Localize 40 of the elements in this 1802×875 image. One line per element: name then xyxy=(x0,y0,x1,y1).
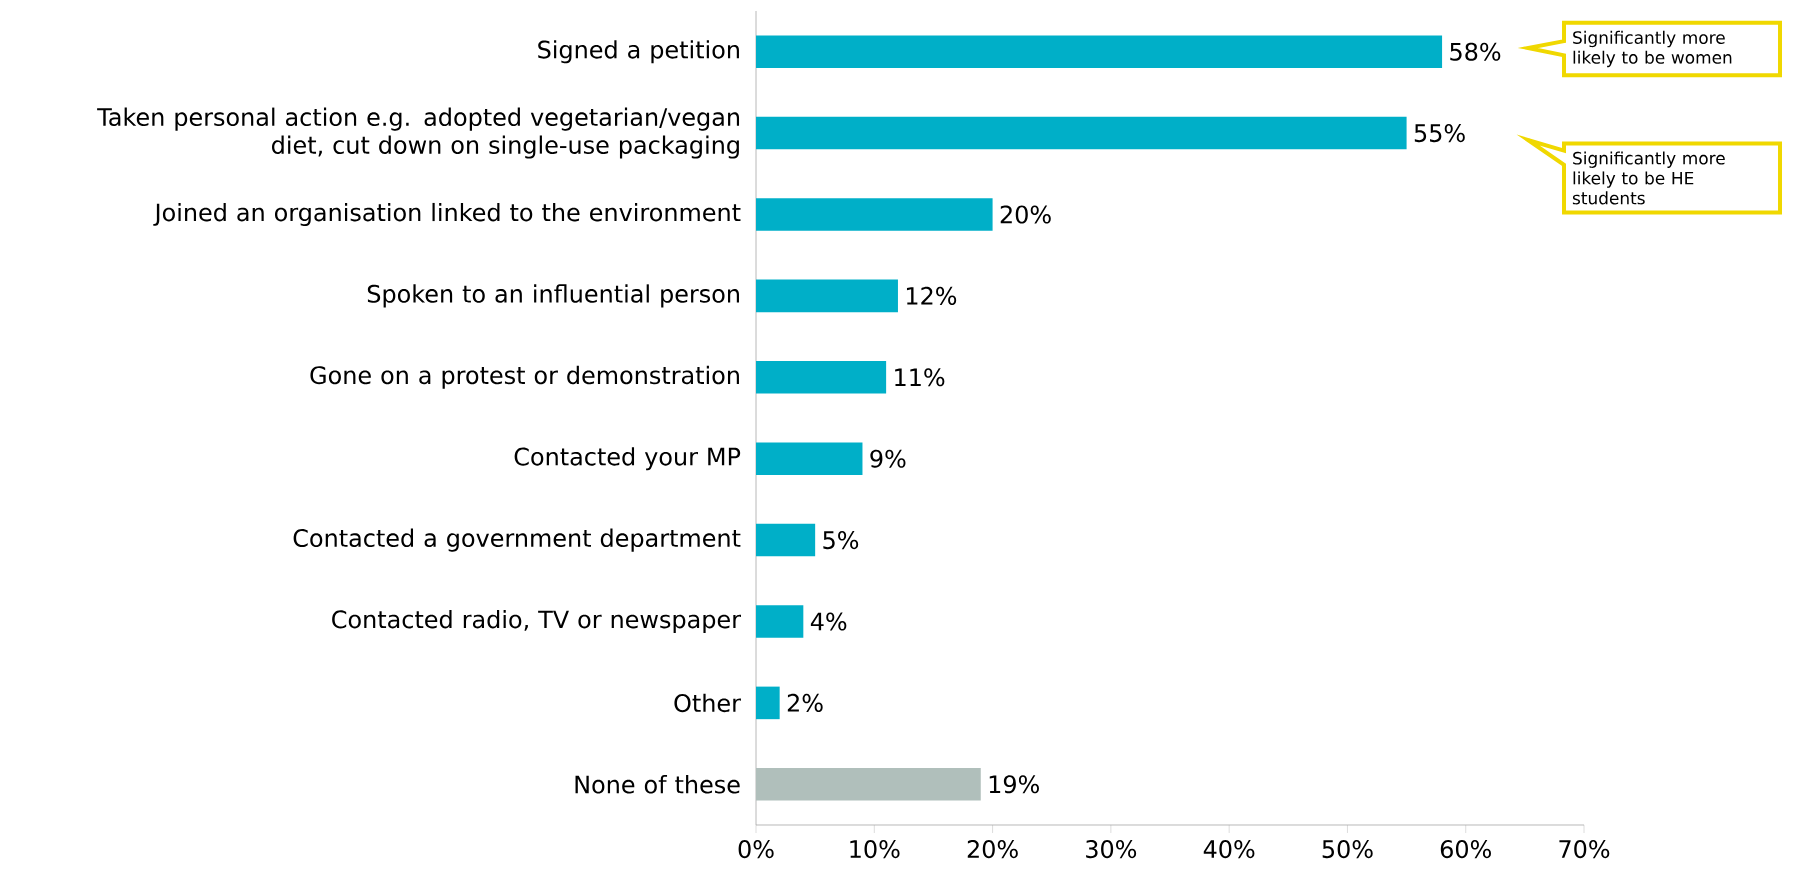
data-label: 9% xyxy=(870,449,906,468)
x-tick-label: 50% xyxy=(1322,840,1373,859)
bar xyxy=(756,442,863,475)
bar xyxy=(756,116,1407,150)
data-label: 55% xyxy=(1414,124,1465,143)
bar xyxy=(756,523,816,557)
data-label: 19% xyxy=(989,775,1039,794)
x-tick-label: 40% xyxy=(1203,840,1255,859)
bar xyxy=(756,361,887,394)
x-tick-label: 30% xyxy=(1086,840,1137,859)
x-tick-label: 0% xyxy=(738,840,774,859)
y-tick-label: Contacted your MP xyxy=(514,447,741,471)
data-label: 58% xyxy=(1450,42,1501,61)
y-tick-label: Contacted a government department xyxy=(293,528,741,552)
x-tick-label: 10% xyxy=(850,840,900,859)
data-label: 4% xyxy=(810,612,847,631)
y-tick-label: Contacted radio, TV or newspaper xyxy=(332,609,742,634)
x-tick-label: 20% xyxy=(967,840,1018,859)
data-label: 11% xyxy=(895,368,945,387)
y-tick-label: Joined an organisation linked to the environment xyxy=(153,202,741,227)
y-tick-label: None of these xyxy=(575,775,740,794)
y-tick-label: Gone on a protest or demonstration xyxy=(310,365,739,389)
y-tick-label: Taken personal action e.g. adopted vegetarian/vegan diet, cut down on single-use packaging xyxy=(97,107,740,159)
data-label: 2% xyxy=(787,693,823,712)
bar xyxy=(756,279,898,313)
x-tick-label: 60% xyxy=(1440,840,1491,859)
bar xyxy=(756,605,804,638)
bar xyxy=(756,686,780,720)
y-tick-label: Other xyxy=(674,693,741,713)
bar xyxy=(756,35,1443,68)
bar xyxy=(756,768,981,801)
data-label: 5% xyxy=(823,531,859,550)
y-tick-label: Signed a petition xyxy=(538,40,739,64)
y-tick-label: Spoken to an influential person xyxy=(367,284,739,308)
bar xyxy=(756,198,993,231)
annotation: Significantly more likely to be HE students xyxy=(1572,151,1725,205)
data-label: 20% xyxy=(1000,205,1051,224)
data-label: 12% xyxy=(906,286,957,305)
x-tick-label: 70% xyxy=(1559,840,1610,859)
annotation: Significantly more likely to be women xyxy=(1573,30,1732,68)
